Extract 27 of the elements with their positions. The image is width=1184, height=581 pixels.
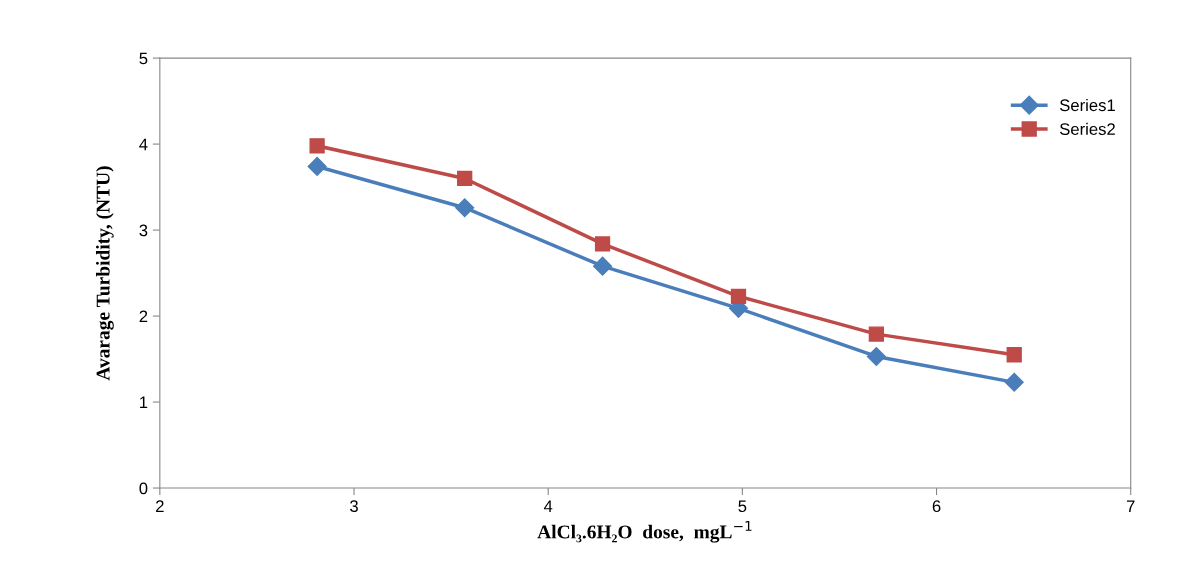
x-tick-label: 5 (738, 500, 747, 513)
y-tick-label: 3 (139, 224, 148, 237)
point (1004, 372, 1024, 392)
x-tick-label: 2 (156, 500, 164, 512)
point (866, 346, 886, 367)
point (309, 138, 325, 154)
x-tick-label: 3 (350, 500, 358, 513)
point (455, 198, 475, 218)
legend-label: Series2 (1059, 122, 1115, 136)
x-tick-label: 6 (932, 500, 941, 513)
legend-label: Series1 (1059, 98, 1115, 112)
point (1006, 347, 1022, 363)
x-tick-label: 4 (543, 500, 553, 512)
y-tick-label: 5 (139, 52, 148, 65)
x-axis-title: AlCl₃.6H₂O dose, mgL$^{−1}$ (537, 520, 752, 543)
point (457, 170, 473, 187)
y-axis-title: Avarage Turbidity, (NTU) (95, 166, 114, 381)
y-tick-label: 2 (139, 310, 148, 323)
point (730, 288, 747, 304)
y-tick-label: 0 (139, 482, 148, 495)
point (593, 256, 613, 276)
point (594, 236, 611, 252)
point (307, 156, 327, 176)
y-tick-label: 4 (139, 138, 148, 151)
x-tick-label: 7 (1126, 500, 1135, 512)
point (868, 326, 884, 342)
y-tick-label: 1 (140, 396, 148, 409)
